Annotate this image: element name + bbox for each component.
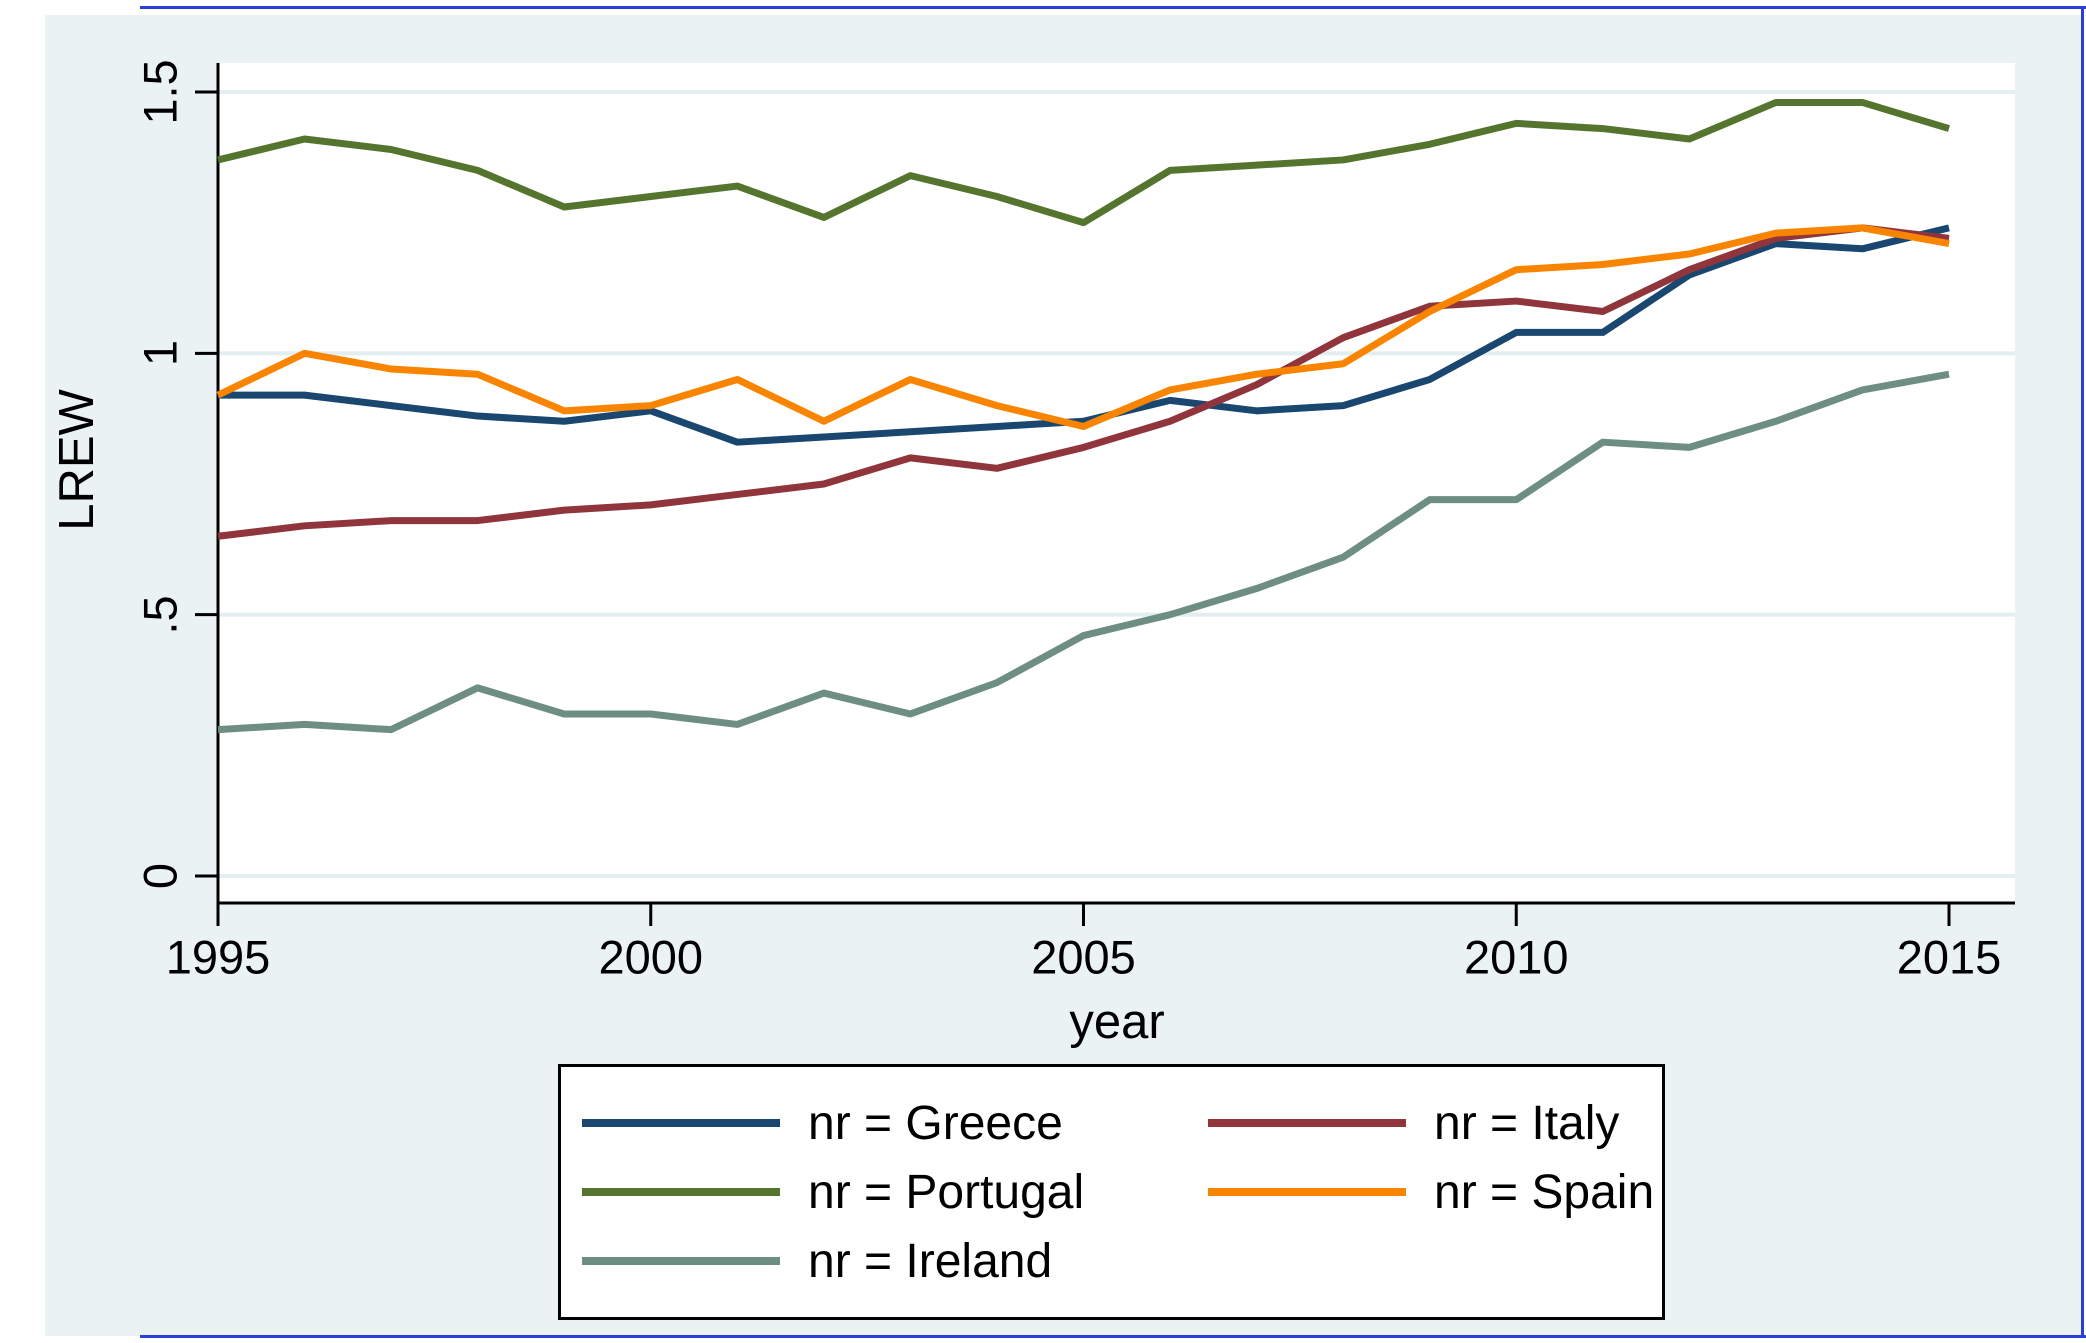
y-tick-label: 1	[133, 340, 187, 367]
legend-item-spain: nr = Spain	[1187, 1165, 1662, 1220]
legend-item-greece: nr = Greece	[561, 1096, 1187, 1151]
legend-item-italy: nr = Italy	[1187, 1096, 1662, 1151]
x-axis-title: year	[1069, 995, 1165, 1049]
x-tick-label: 1995	[165, 930, 271, 984]
x-tick-label: 2015	[1896, 930, 2002, 984]
series-line-spain	[216, 224, 1950, 431]
series-line-ireland	[217, 370, 1950, 734]
series-line-italy	[217, 224, 1950, 540]
plot-area	[218, 63, 2015, 903]
series-line-portugal	[217, 98, 1951, 227]
y-tick-label: 1.5	[133, 59, 187, 125]
legend-label: nr = Italy	[1434, 1096, 1620, 1150]
legend-swatch-ireland	[582, 1257, 780, 1265]
legend-label: nr = Ireland	[808, 1234, 1053, 1288]
legend-label: nr = Greece	[808, 1096, 1063, 1150]
series-line-greece	[218, 224, 1950, 446]
x-tick-label: 2005	[1031, 930, 1136, 984]
y-tick-label: 0	[133, 862, 187, 890]
legend-swatch-greece	[582, 1119, 780, 1127]
legend-label: nr = Spain	[1434, 1165, 1655, 1219]
legend-item-ireland: nr = Ireland	[561, 1234, 1187, 1289]
legend: nr = Greece nr = Italy nr = Portugal nr = S…	[558, 1064, 1665, 1320]
legend-swatch-portugal	[582, 1188, 780, 1196]
legend-label: nr = Portugal	[808, 1165, 1085, 1219]
x-tick-label: 2010	[1463, 930, 1569, 984]
window-frame-right	[2081, 6, 2084, 1338]
window-frame-bottom	[140, 1335, 2086, 1338]
x-tick-label: 2000	[598, 930, 704, 984]
legend-swatch-spain	[1208, 1188, 1406, 1196]
y-tick-label: .5	[133, 595, 187, 635]
window-frame-top	[140, 6, 2086, 9]
y-axis-title: LREW	[50, 389, 104, 531]
legend-swatch-italy	[1208, 1119, 1406, 1127]
legend-item-portugal: nr = Portugal	[561, 1165, 1187, 1220]
